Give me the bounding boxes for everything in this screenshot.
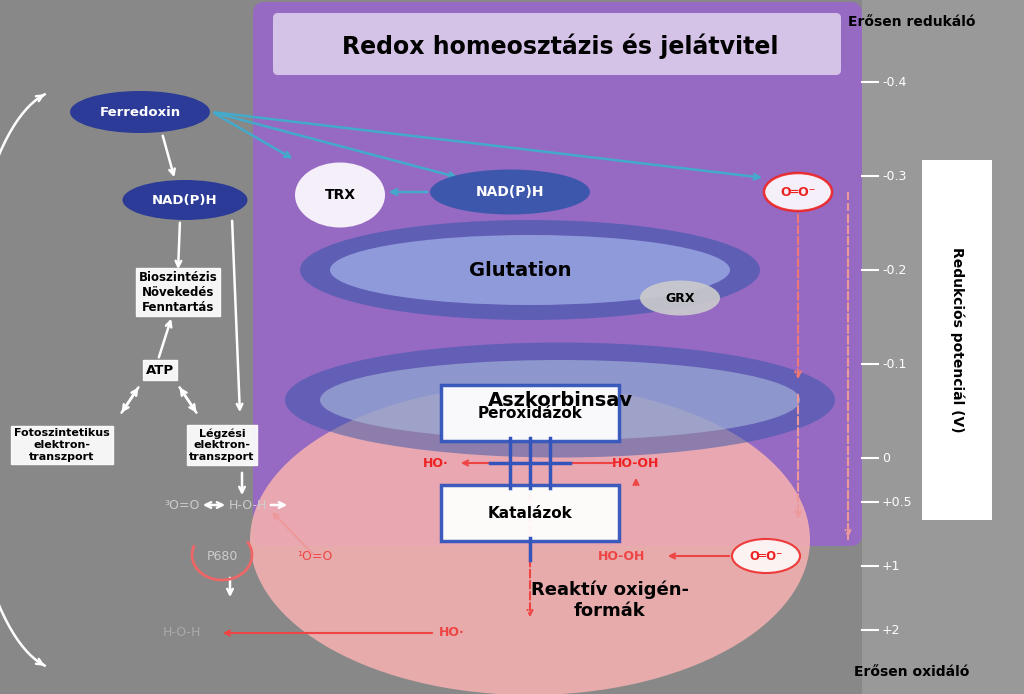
FancyBboxPatch shape (441, 385, 618, 441)
Text: ATP: ATP (146, 364, 174, 377)
Ellipse shape (764, 173, 831, 211)
Text: -0.2: -0.2 (882, 264, 906, 276)
Text: Erősen oxidáló: Erősen oxidáló (854, 665, 970, 679)
Text: Aszkorbinsav: Aszkorbinsav (487, 391, 633, 409)
Text: Erősen redukáló: Erősen redukáló (848, 15, 976, 29)
Text: GRX: GRX (666, 291, 694, 305)
Text: -0.1: -0.1 (882, 357, 906, 371)
Text: Reaktív oxigén-
formák: Reaktív oxigén- formák (531, 580, 689, 620)
Ellipse shape (319, 360, 800, 440)
Text: Glutation: Glutation (469, 260, 571, 280)
Ellipse shape (330, 235, 730, 305)
Text: NAD(P)H: NAD(P)H (153, 194, 218, 207)
Text: Redukciós potenciál (V): Redukciós potenciál (V) (949, 247, 965, 433)
Text: Ferredoxin: Ferredoxin (99, 105, 180, 119)
Text: HO·: HO· (423, 457, 449, 470)
Text: H-O-H: H-O-H (228, 498, 267, 511)
Bar (862, 0, 1024, 694)
Text: NAD(P)H: NAD(P)H (476, 185, 544, 199)
Ellipse shape (640, 280, 720, 316)
Text: +0.5: +0.5 (882, 496, 912, 509)
Text: ¹O=O: ¹O=O (297, 550, 333, 563)
Text: +1: +1 (882, 559, 900, 573)
Text: -0.4: -0.4 (882, 76, 906, 89)
Text: 0: 0 (882, 452, 890, 464)
Text: Peroxidázok: Peroxidázok (477, 405, 583, 421)
Text: Légzési
elektron-
transzport: Légzési elektron- transzport (189, 428, 255, 462)
Text: Fotoszintetikus
elektron-
transzport: Fotoszintetikus elektron- transzport (14, 428, 110, 462)
Text: Redox homeosztázis és jelátvitel: Redox homeosztázis és jelátvitel (342, 33, 778, 59)
Text: HO-OH: HO-OH (598, 550, 646, 563)
Text: TRX: TRX (325, 188, 355, 202)
Bar (922, 160, 992, 520)
Text: HO-OH: HO-OH (612, 457, 659, 470)
FancyBboxPatch shape (253, 2, 862, 546)
Ellipse shape (123, 180, 248, 220)
Text: ³O=O: ³O=O (164, 498, 200, 511)
Ellipse shape (300, 220, 760, 320)
Text: P680: P680 (206, 550, 238, 563)
Ellipse shape (732, 539, 800, 573)
FancyBboxPatch shape (441, 485, 618, 541)
Text: O═O⁻: O═O⁻ (780, 185, 816, 198)
Text: O═O⁻: O═O⁻ (750, 550, 782, 563)
Text: HO·: HO· (439, 627, 465, 639)
Text: Bioszintézis
Növekedés
Fenntartás: Bioszintézis Növekedés Fenntartás (138, 271, 217, 314)
Ellipse shape (430, 169, 590, 214)
FancyBboxPatch shape (273, 13, 841, 75)
Text: H-O-H: H-O-H (163, 627, 201, 639)
Ellipse shape (285, 343, 835, 457)
Text: +2: +2 (882, 623, 900, 636)
Text: Katalázok: Katalázok (487, 505, 572, 520)
Text: -0.3: -0.3 (882, 169, 906, 183)
Ellipse shape (70, 91, 210, 133)
Ellipse shape (295, 162, 385, 228)
Ellipse shape (250, 385, 810, 694)
